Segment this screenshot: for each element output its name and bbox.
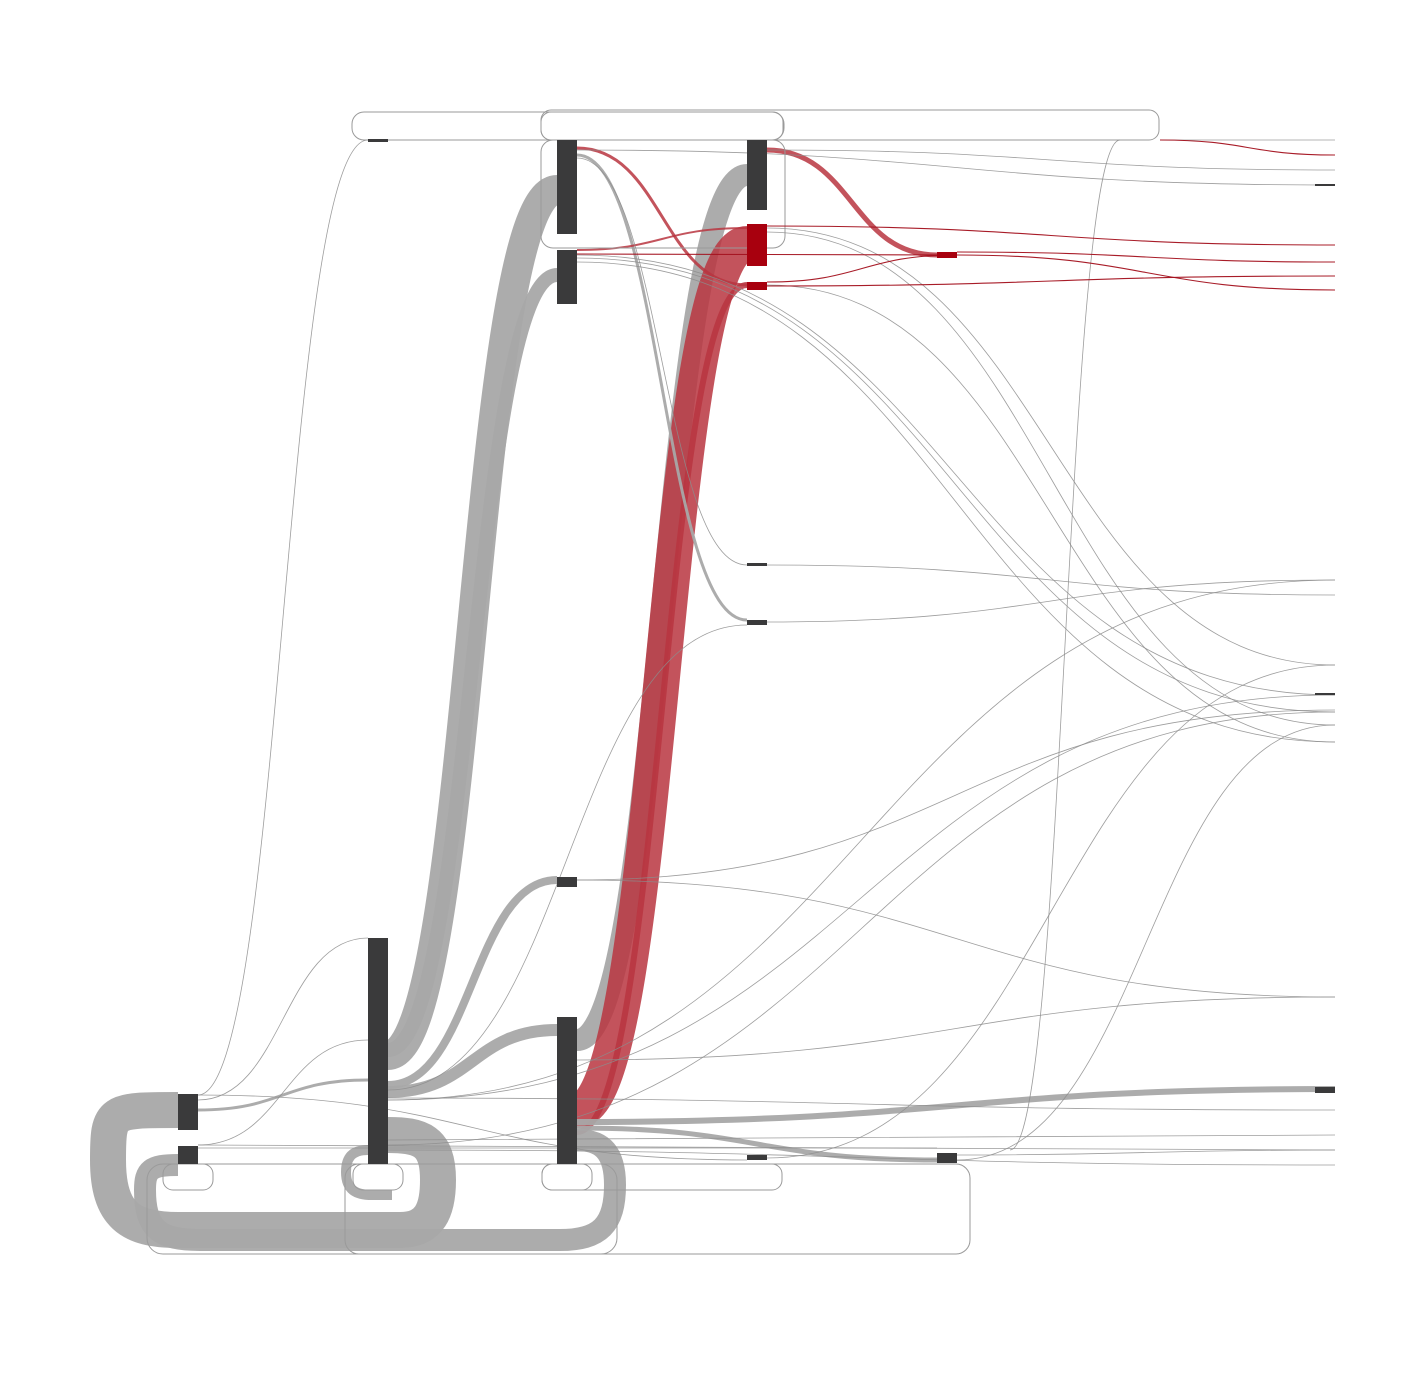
- node: [1315, 1087, 1335, 1093]
- link: [576, 261, 1336, 743]
- link: [766, 564, 1336, 596]
- loop-outline: [352, 1163, 404, 1191]
- loop-outline: [540, 139, 786, 249]
- link: [766, 149, 1336, 171]
- link: [766, 664, 1336, 1159]
- node: [178, 1094, 198, 1130]
- flow-ribbon: [576, 1086, 1336, 1125]
- flow-ribbon: [386, 268, 559, 1057]
- link: [197, 1094, 748, 1161]
- highlight-link: [1159, 139, 1336, 156]
- loop-outline: [344, 1163, 971, 1255]
- link: [766, 284, 1336, 743]
- link: [387, 579, 1336, 1101]
- link: [387, 694, 1336, 1101]
- node: [557, 250, 577, 304]
- node: [557, 1017, 577, 1164]
- flow-ribbon: [387, 876, 558, 1089]
- highlight-link: [956, 254, 1336, 291]
- highlight-node: [937, 252, 957, 258]
- node: [368, 139, 388, 142]
- node: [747, 620, 767, 625]
- node: [178, 1146, 198, 1164]
- link: [766, 227, 1336, 666]
- node: [368, 938, 388, 1164]
- flow-ribbon: [387, 1024, 558, 1098]
- loop-outline: [540, 109, 1160, 141]
- node: [1315, 184, 1335, 186]
- link: [387, 624, 748, 1091]
- flow-ribbon: [197, 1078, 369, 1112]
- link: [387, 711, 1336, 1146]
- link: [576, 149, 1336, 186]
- node: [1315, 693, 1335, 695]
- link: [956, 724, 1336, 1161]
- link: [197, 139, 369, 1096]
- loop-outline: [541, 1163, 783, 1191]
- thin-links: [197, 139, 1336, 1166]
- flow-ribbon: [576, 227, 748, 251]
- flow-ribbon: [576, 1125, 938, 1163]
- node: [557, 140, 577, 234]
- node: [937, 1153, 957, 1163]
- link: [197, 1039, 369, 1146]
- link: [387, 1149, 1336, 1166]
- highlight-link: [766, 275, 1336, 287]
- flow-ribbon: [576, 146, 748, 287]
- loop-outline: [541, 1163, 593, 1191]
- link: [576, 709, 1336, 881]
- flow-ribbon: [576, 282, 748, 1135]
- loop-outline: [540, 111, 784, 141]
- link: [197, 937, 369, 1101]
- link: [1009, 139, 1121, 1151]
- link: [576, 254, 1336, 696]
- highlight-link: [956, 251, 1336, 263]
- node: [747, 563, 767, 566]
- flow-ribbon: [766, 147, 938, 258]
- link: [956, 1149, 1336, 1156]
- link: [576, 996, 1336, 1061]
- link: [766, 579, 1336, 623]
- nodes: [178, 139, 1335, 1164]
- highlight-node: [747, 282, 767, 290]
- node: [747, 1155, 767, 1160]
- highlight-link: [766, 254, 958, 283]
- node: [747, 140, 767, 210]
- highlight-node: [747, 224, 767, 266]
- link: [576, 257, 1336, 713]
- link: [576, 157, 748, 566]
- link: [766, 231, 1336, 726]
- node: [557, 877, 577, 887]
- highlight-link: [766, 225, 1336, 246]
- link: [387, 1097, 1336, 1111]
- link: [576, 879, 1336, 998]
- link: [387, 1134, 1336, 1141]
- loop-outline: [351, 111, 785, 141]
